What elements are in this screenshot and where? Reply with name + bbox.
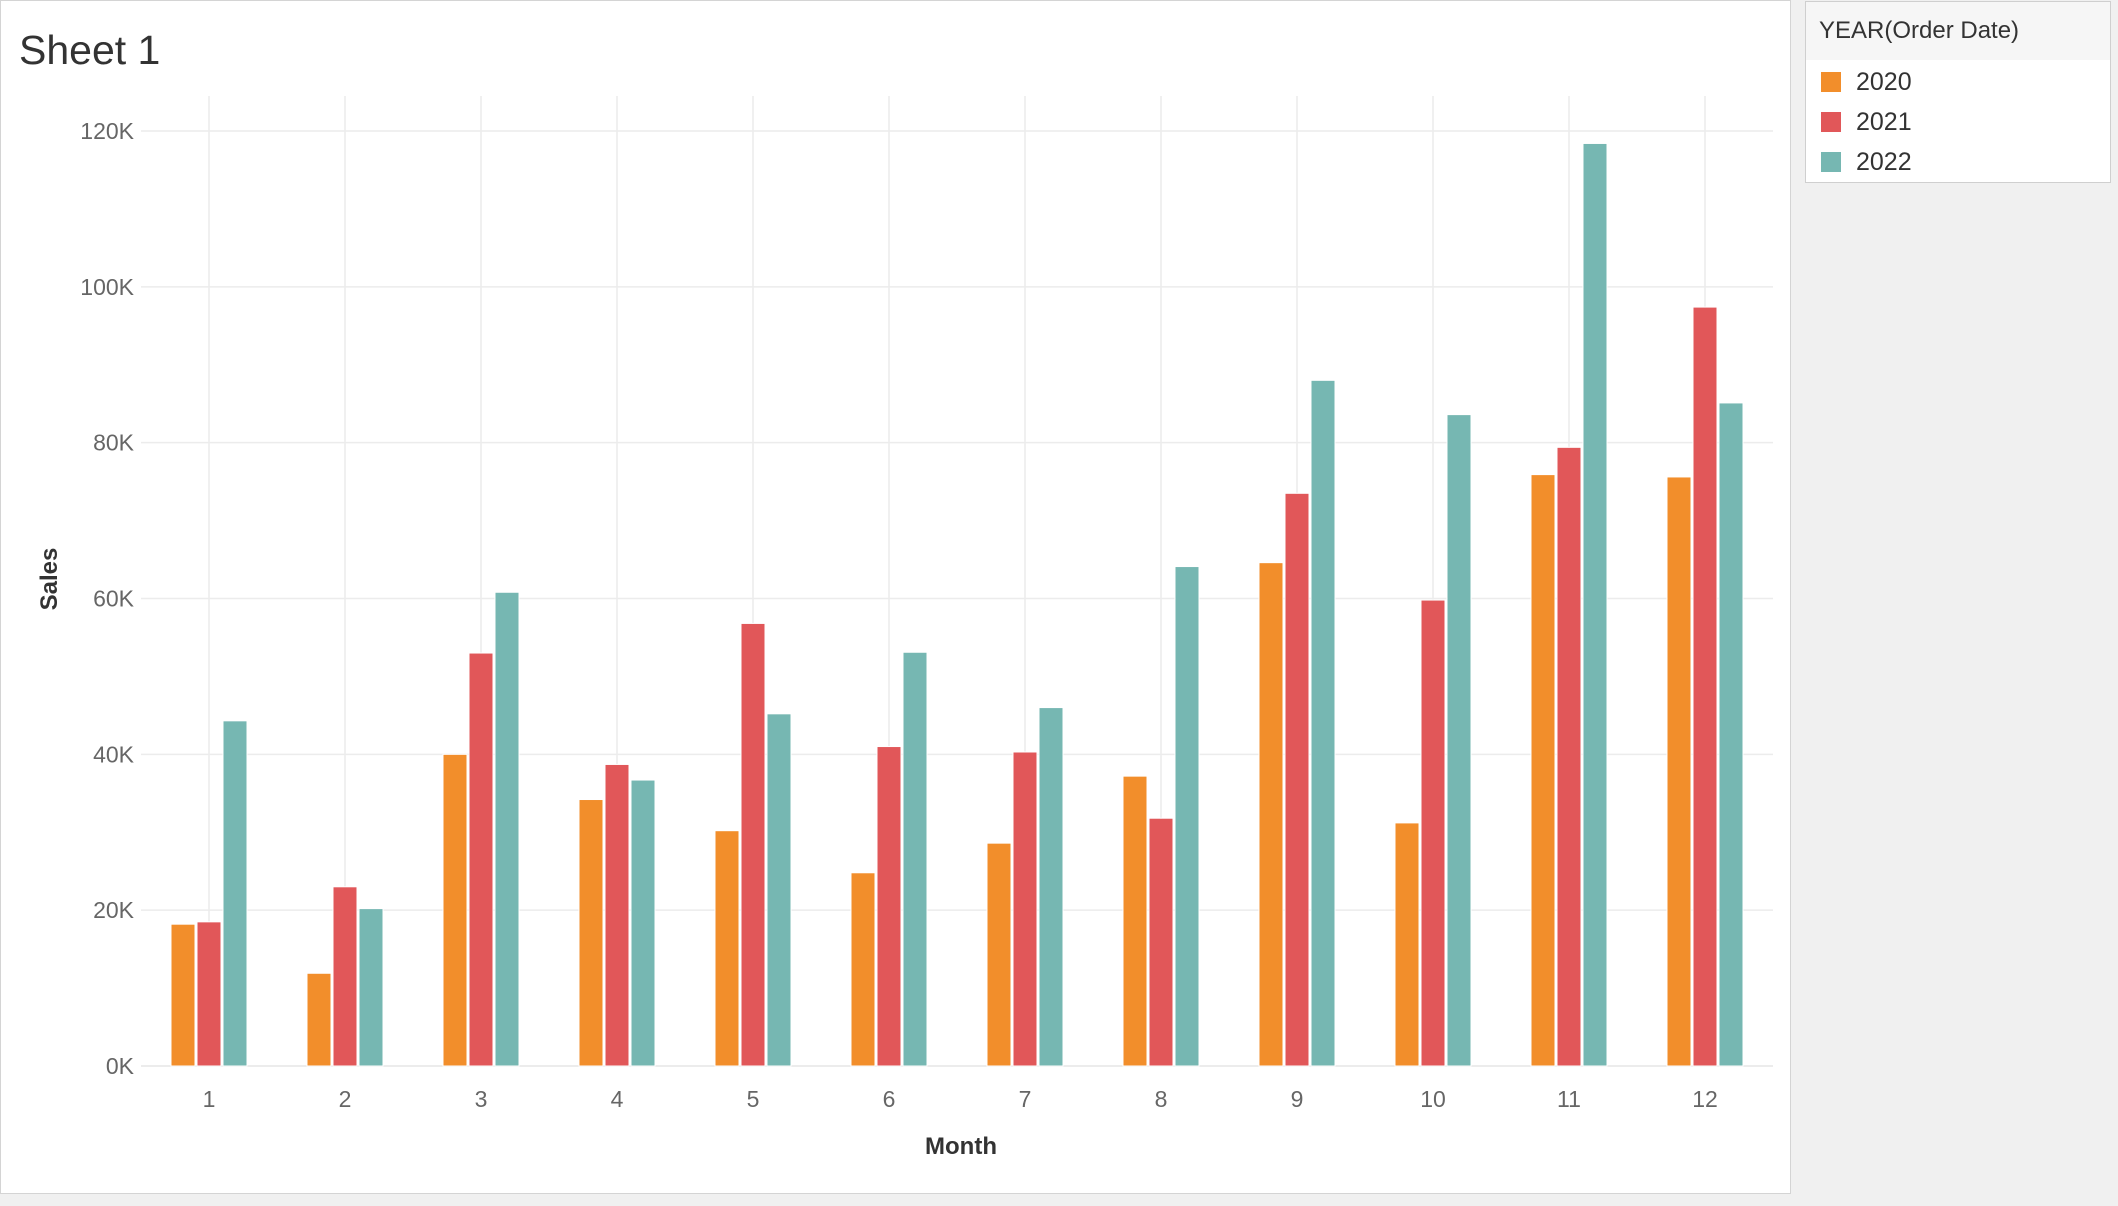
x-tick-label: 9: [1291, 1086, 1304, 1112]
legend-label-2020: 2020: [1856, 68, 1912, 96]
bar-2020-month-6: [850, 872, 876, 1067]
bar-2021-month-3: [468, 652, 494, 1067]
legend-swatch-2021: [1820, 111, 1842, 133]
bar-2022-month-5: [766, 713, 792, 1067]
sheet-title: Sheet 1: [19, 27, 161, 73]
bar-2022-month-12: [1718, 402, 1744, 1067]
x-axis-title: Month: [925, 1133, 997, 1160]
bar-2020-month-7: [986, 842, 1012, 1067]
x-tick-label: 8: [1155, 1086, 1168, 1112]
bar-2021-month-8: [1148, 817, 1174, 1067]
bar-2022-month-4: [630, 779, 656, 1067]
x-tick-label: 5: [747, 1086, 760, 1112]
y-tick-label: 20K: [93, 897, 135, 923]
x-tick-label: 11: [1557, 1086, 1581, 1112]
x-tick-label: 12: [1692, 1086, 1718, 1112]
x-tick-label: 4: [611, 1086, 624, 1112]
bar-2022-month-8: [1174, 566, 1200, 1067]
x-tick-label: 10: [1420, 1086, 1446, 1112]
y-tick-label: 120K: [80, 118, 134, 144]
worksheet: Sheet 1 0K 20K 40K 60K 80K 100K 120K 1 2 3 4 5 6 7 8 9 1…: [0, 0, 1791, 1194]
x-tick-label: 6: [883, 1086, 896, 1112]
y-tick-label: 60K: [93, 586, 135, 612]
bar-2021-month-7: [1012, 751, 1038, 1067]
bar-2021-month-5: [740, 622, 766, 1067]
legend-label-2022: 2022: [1856, 148, 1912, 176]
bar-2022-month-10: [1446, 414, 1472, 1067]
x-tick-label: 2: [339, 1086, 352, 1112]
legend-title: YEAR(Order Date): [1806, 2, 2110, 60]
bar-2022-month-9: [1310, 379, 1336, 1067]
bar-2020-month-2: [306, 972, 332, 1067]
bar-2022-month-1: [222, 720, 248, 1067]
x-tick-label: 1: [203, 1086, 216, 1112]
bar-2022-month-11: [1582, 142, 1608, 1067]
bar-2022-month-2: [358, 908, 384, 1067]
bar-2021-month-12: [1692, 306, 1718, 1067]
y-axis-title: Sales: [36, 548, 63, 611]
bar-2020-month-3: [442, 753, 468, 1067]
bar-2020-month-12: [1666, 476, 1692, 1067]
y-tick-label: 0K: [106, 1053, 135, 1079]
y-tick-label: 100K: [80, 274, 134, 300]
bar-2022-month-7: [1038, 707, 1064, 1067]
color-legend[interactable]: YEAR(Order Date) 2020 2021 2022: [1805, 1, 2111, 183]
legend-swatch-2022: [1820, 151, 1842, 173]
y-tick-label: 40K: [93, 741, 135, 767]
x-tick-label: 3: [475, 1086, 488, 1112]
legend-label-2021: 2021: [1856, 108, 1912, 136]
bar-2021-month-4: [604, 763, 630, 1067]
bar-2021-month-11: [1556, 446, 1582, 1067]
bar-2022-month-6: [902, 651, 928, 1067]
bar-2020-month-8: [1122, 775, 1148, 1067]
bar-2020-month-1: [170, 923, 196, 1067]
x-tick-label: 7: [1019, 1086, 1032, 1112]
bar-2020-month-4: [578, 799, 604, 1067]
bar-2021-month-6: [876, 746, 902, 1067]
y-tick-label: 80K: [93, 430, 135, 456]
bar-2022-month-3: [494, 591, 520, 1067]
bar-2020-month-11: [1530, 474, 1556, 1067]
bar-2020-month-9: [1258, 562, 1284, 1067]
bar-2020-month-5: [714, 830, 740, 1067]
bar-2020-month-10: [1394, 822, 1420, 1067]
bar-2021-month-10: [1420, 599, 1446, 1067]
legend-swatch-2020: [1820, 71, 1842, 93]
bar-2021-month-9: [1284, 492, 1310, 1067]
bar-2021-month-2: [332, 886, 358, 1067]
bar-2021-month-1: [196, 921, 222, 1067]
